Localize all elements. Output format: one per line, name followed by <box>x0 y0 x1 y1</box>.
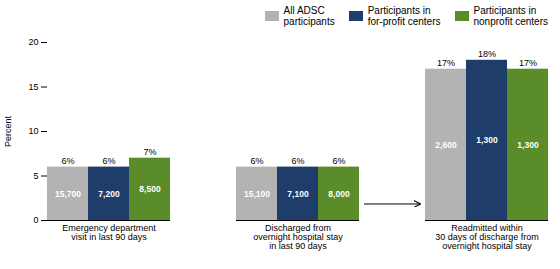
svg-text:6%: 6% <box>250 156 263 166</box>
svg-text:10: 10 <box>28 126 38 136</box>
svg-text:20: 20 <box>28 37 38 47</box>
html-text:Participants in nonprofit cent: Participants in nonprofit centers <box>473 4 548 27</box>
svg-text:7%: 7% <box>143 147 156 157</box>
svg-text:6%: 6% <box>61 156 74 166</box>
svg-text:Percent: Percent <box>3 115 13 147</box>
svg-text:6%: 6% <box>332 156 345 166</box>
svg-text:Emergency departmentvisit in l: Emergency departmentvisit in last 90 day… <box>62 223 156 242</box>
svg-text:Discharged fromovernight hospi: Discharged fromovernight hospital stayin… <box>253 223 343 251</box>
svg-text:5: 5 <box>33 171 38 181</box>
svg-text:6%: 6% <box>291 156 304 166</box>
svg-text:1,300: 1,300 <box>517 140 539 150</box>
svg-text:7,200: 7,200 <box>98 189 120 199</box>
svg-text:8,000: 8,000 <box>328 189 350 199</box>
svg-text:8,500: 8,500 <box>139 184 161 194</box>
svg-text:6%: 6% <box>102 156 115 166</box>
svg-text:18%: 18% <box>478 49 496 59</box>
svg-text:17%: 17% <box>437 58 455 68</box>
svg-text:Readmitted within30 days of di: Readmitted within30 days of discharge fr… <box>435 223 539 251</box>
svg-text:1,300: 1,300 <box>476 135 498 145</box>
html-text:Participants in for-profit cen: Participants in for-profit centers <box>367 4 441 27</box>
svg-text:7,100: 7,100 <box>287 189 309 199</box>
svg-text:2,600: 2,600 <box>435 140 457 150</box>
svg-text:17%: 17% <box>519 58 537 68</box>
svg-text:15,100: 15,100 <box>244 189 270 199</box>
svg-text:15: 15 <box>28 82 38 92</box>
html-text:All ADSC participants: All ADSC participants <box>283 4 335 27</box>
svg-text:15,700: 15,700 <box>55 189 81 199</box>
svg-text:0: 0 <box>33 215 38 225</box>
